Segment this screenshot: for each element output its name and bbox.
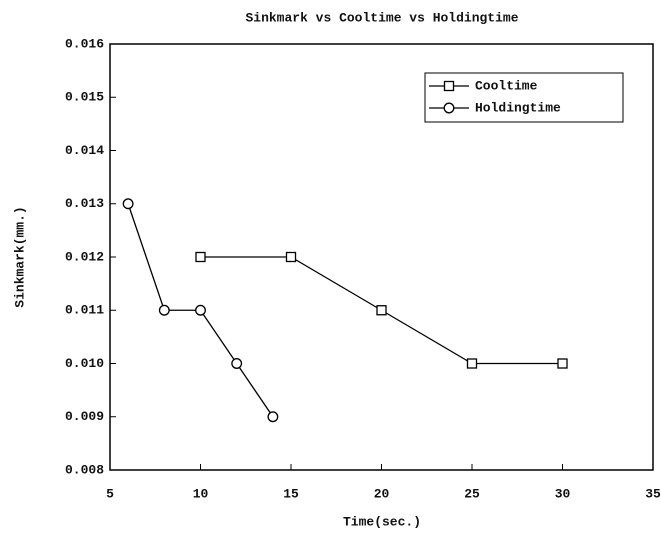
marker: [231, 358, 243, 369]
y-tick-label: 0.015: [65, 90, 104, 105]
y-tick-label: 0.013: [65, 196, 104, 211]
y-tick-label: 0.012: [65, 249, 104, 264]
marker: [158, 304, 170, 316]
chart-title: Sinkmark vs Cooltime vs Holdingtime: [245, 10, 518, 25]
legend-box: [424, 72, 624, 123]
marker: [557, 358, 568, 369]
y-tick-label: 0.009: [65, 409, 104, 424]
x-tick-label: 35: [645, 486, 661, 501]
marker: [376, 305, 387, 316]
y-tick-label: 0.011: [65, 303, 104, 318]
x-tick-label: 25: [464, 486, 480, 501]
y-tick-label: 0.016: [65, 36, 104, 51]
legend-marker: [443, 102, 455, 114]
marker: [122, 198, 134, 210]
x-tick-label: 30: [555, 486, 571, 501]
marker: [195, 251, 206, 263]
marker: [466, 358, 478, 369]
legend-label: Cooltime: [475, 78, 538, 93]
marker: [195, 304, 206, 316]
marker: [267, 411, 279, 423]
legend-marker: [443, 80, 455, 92]
y-tick-label: 0.014: [65, 143, 104, 158]
x-tick-label: 15: [283, 486, 299, 501]
x-tick-label: 20: [374, 486, 390, 501]
legend-label: Holdingtime: [475, 100, 561, 115]
x-axis-label: Time(sec.): [343, 514, 421, 529]
y-tick-label: 0.010: [65, 356, 104, 371]
marker: [285, 251, 297, 263]
y-tick-label: 0.008: [65, 462, 104, 477]
y-axis-label: Sinkmark(mm.): [12, 206, 27, 307]
x-tick-label: 5: [106, 486, 114, 501]
x-tick-label: 10: [193, 486, 209, 501]
